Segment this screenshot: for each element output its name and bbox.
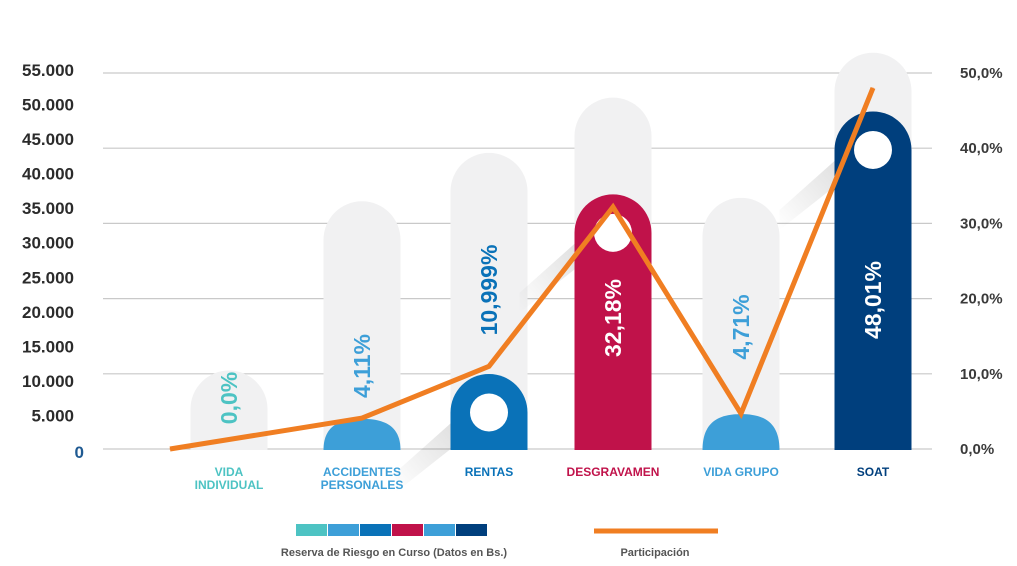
y-left-tick-label: 55.000	[22, 61, 74, 80]
bar	[323, 418, 401, 450]
y-right-tick-label: 30,0%	[960, 215, 1003, 232]
legend-swatch	[392, 524, 423, 536]
legend-label-line: Participación	[620, 547, 689, 559]
y-left-tick-label: 15.000	[22, 337, 74, 356]
y-left-tick-label: 40.000	[22, 165, 74, 184]
y-left-tick-label: 50.000	[22, 96, 74, 115]
y-left-tick-label: 5.000	[31, 406, 74, 425]
legend-label-bars: Reserva de Riesgo en Curso (Datos en Bs.…	[281, 547, 508, 559]
category-label: DESGRAVAMEN	[567, 465, 660, 479]
category-label: ACCIDENTES PERSONALES	[321, 465, 404, 492]
line-point	[361, 417, 363, 419]
background-pill	[323, 201, 401, 450]
legend-swatch	[328, 524, 359, 536]
bar	[574, 194, 652, 450]
percentage-label: 32,18%	[600, 279, 626, 357]
percentage-label: 4,11%	[349, 334, 375, 398]
y-left-tick-label: 10.000	[22, 372, 74, 391]
y-left-tick-label: 0	[75, 443, 84, 462]
y-left-tick-label: 45.000	[22, 130, 74, 149]
y-left-tick-label: 30.000	[22, 234, 74, 253]
legend-swatch	[296, 524, 327, 536]
category-label: VIDA INDIVIDUAL	[195, 465, 264, 492]
percentage-label: 4,71%	[728, 294, 754, 359]
y-right-tick-label: 40,0%	[960, 140, 1003, 157]
category-label: RENTAS	[465, 465, 513, 479]
legend-swatch	[424, 524, 455, 536]
percentage-label: 10,999%	[476, 245, 502, 336]
bar-marker-dot	[470, 393, 508, 432]
category-label: SOAT	[857, 465, 890, 479]
line-point	[740, 413, 742, 415]
y-right-tick-label: 0,0%	[960, 441, 994, 458]
y-right-tick-label: 50,0%	[960, 65, 1003, 82]
percentage-label: 0,0%	[216, 372, 242, 424]
line-point	[872, 87, 874, 89]
line-point	[488, 365, 490, 367]
y-left-tick-label: 20.000	[22, 303, 74, 322]
category-label: VIDA GRUPO	[703, 465, 779, 479]
y-right-tick-label: 10,0%	[960, 366, 1003, 383]
bar-marker-dot	[854, 130, 892, 169]
line-point	[612, 206, 614, 208]
bar	[702, 414, 780, 450]
percentage-label: 48,01%	[860, 261, 886, 339]
y-left-tick-label: 25.000	[22, 268, 74, 287]
background-pill	[190, 370, 268, 450]
y-right-tick-label: 20,0%	[960, 291, 1003, 308]
participation-line	[169, 87, 876, 452]
legend-swatch	[360, 524, 391, 536]
y-left-tick-label: 35.000	[22, 199, 74, 218]
legend-swatch	[456, 524, 487, 536]
bar	[834, 111, 912, 451]
line-point	[169, 448, 171, 450]
